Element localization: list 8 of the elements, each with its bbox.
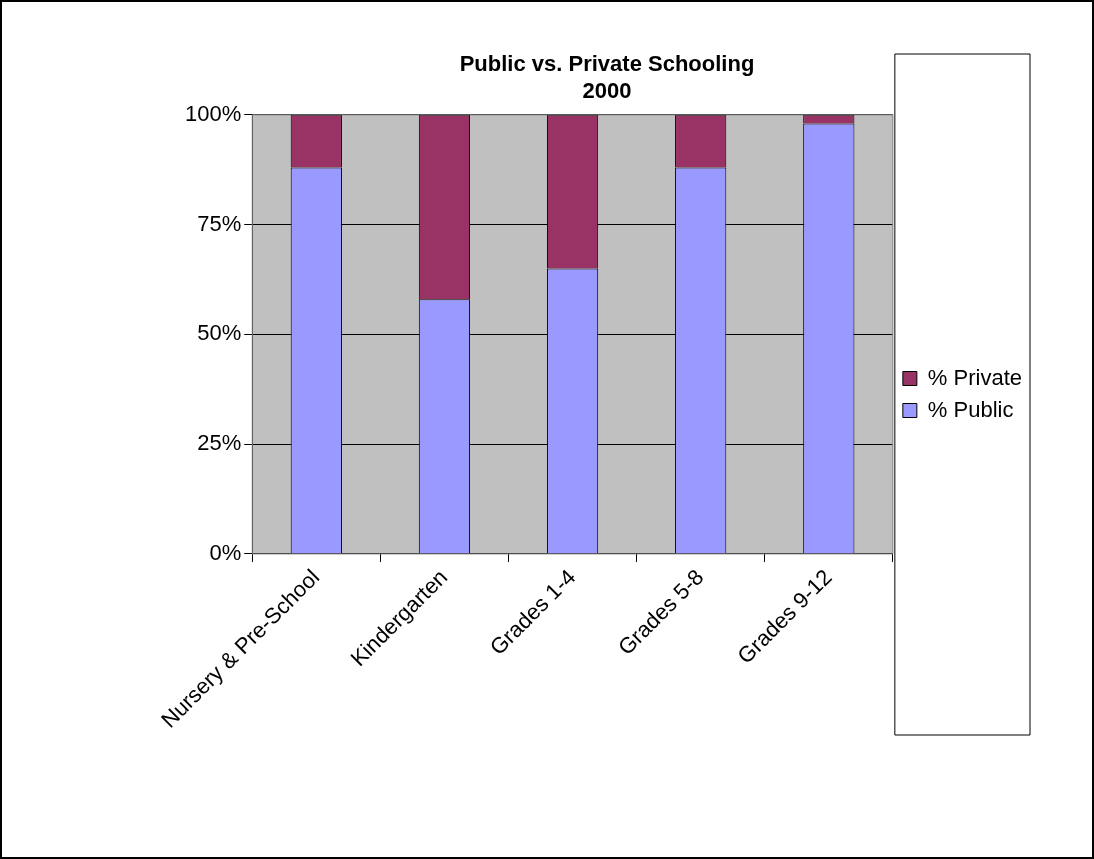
y-tick-label: 100% <box>184 100 242 126</box>
chart-title: Public vs. Private Schooling 2000 <box>459 51 755 103</box>
legend-label: % Private <box>927 364 1023 390</box>
y-tick-label: 25% <box>197 430 242 456</box>
y-tick-label: 75% <box>197 210 242 236</box>
legend-label: % Public <box>927 396 1014 422</box>
y-tick-label: 0% <box>209 539 242 565</box>
y-tick-label: 50% <box>197 320 242 346</box>
